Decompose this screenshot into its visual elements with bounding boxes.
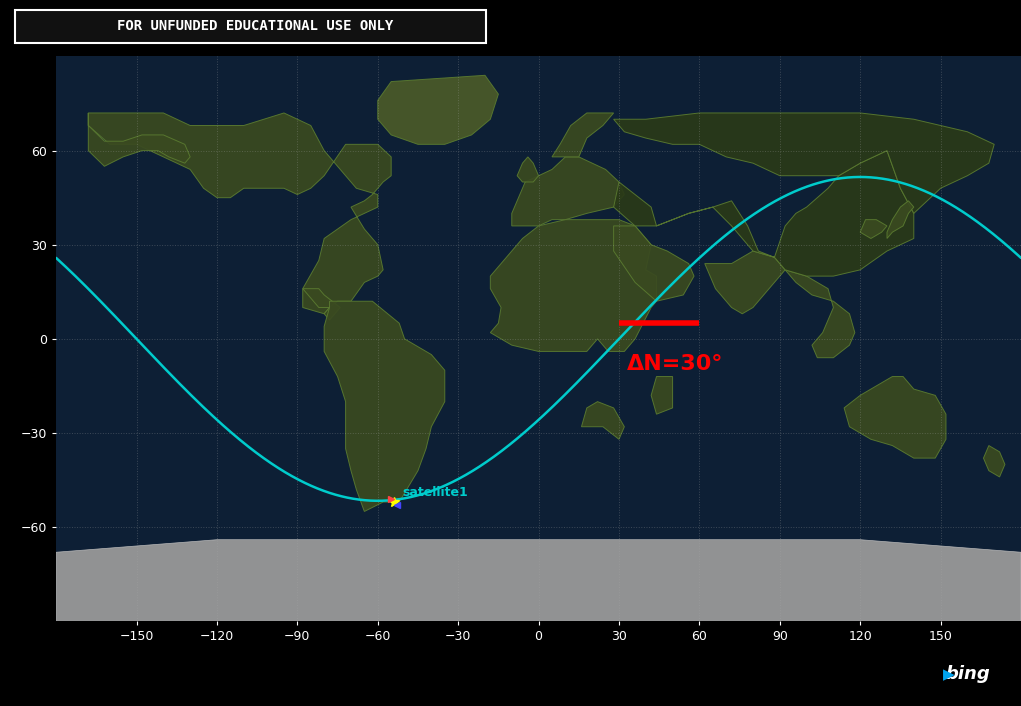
Text: bing: bing	[945, 665, 990, 683]
Polygon shape	[785, 270, 855, 358]
Polygon shape	[614, 113, 994, 213]
Polygon shape	[517, 157, 539, 182]
Polygon shape	[89, 113, 190, 167]
Polygon shape	[490, 220, 657, 352]
Polygon shape	[844, 376, 945, 458]
Polygon shape	[89, 113, 391, 313]
Polygon shape	[552, 113, 614, 157]
Polygon shape	[56, 539, 1021, 621]
Polygon shape	[860, 220, 887, 239]
Polygon shape	[704, 251, 785, 313]
Polygon shape	[512, 157, 625, 226]
Polygon shape	[303, 289, 340, 320]
Polygon shape	[887, 201, 914, 239]
Text: FOR UNFUNDED EDUCATIONAL USE ONLY: FOR UNFUNDED EDUCATIONAL USE ONLY	[117, 20, 393, 33]
FancyBboxPatch shape	[15, 10, 486, 43]
Polygon shape	[378, 76, 498, 144]
Polygon shape	[614, 150, 914, 276]
Polygon shape	[325, 301, 445, 511]
Text: satellite1: satellite1	[402, 486, 468, 498]
Text: ΔN=30°: ΔN=30°	[627, 354, 724, 374]
Text: ▶: ▶	[942, 666, 955, 682]
Polygon shape	[614, 226, 694, 301]
Polygon shape	[582, 402, 625, 439]
Polygon shape	[983, 445, 1005, 477]
Polygon shape	[651, 376, 673, 414]
